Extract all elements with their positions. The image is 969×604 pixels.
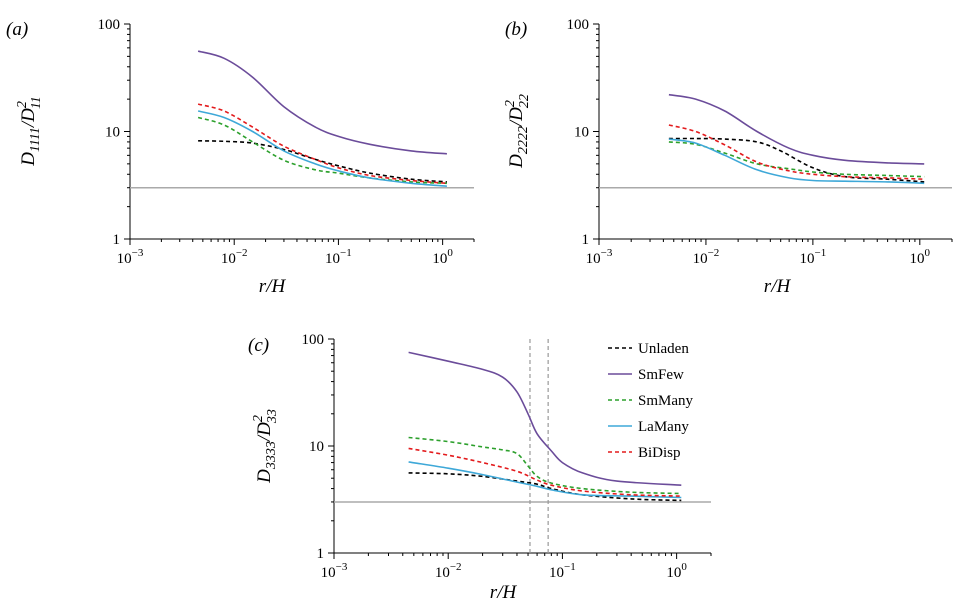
- series-line-bidisp: [408, 447, 682, 497]
- x-tick-label: 10−1: [325, 247, 352, 267]
- series-line-bidisp: [668, 124, 925, 180]
- legend-label-smmany: SmMany: [638, 393, 694, 409]
- series-line-lamany: [408, 461, 682, 499]
- chart-panel-3: 1 10 100 10−3 10−2 10−1 100 (c) r/H D3333/D233 Unl…: [248, 332, 712, 603]
- y-tick-label: 1: [317, 546, 325, 562]
- legend-label-smfew: SmFew: [638, 367, 684, 383]
- chart-panel-2: 1 10 100 10−3 10−2 10−1 100 (b) r/H D2222/D222: [503, 17, 953, 297]
- x-tick-label: 100: [666, 561, 687, 581]
- legend: Unladen SmFew SmMany LaMany BiDisp: [608, 341, 694, 461]
- series-line-smmany: [408, 436, 682, 495]
- series-line-bidisp: [197, 103, 447, 185]
- y-tick-label: 1: [113, 232, 121, 248]
- x-tick-label: 10−1: [549, 561, 576, 581]
- series-line-lamany: [668, 138, 925, 185]
- x-tick-label: 10−3: [321, 561, 348, 581]
- y-axis-label: D2222/D222: [503, 94, 532, 169]
- y-tick-label: 100: [567, 17, 590, 33]
- legend-label-bidisp: BiDisp: [638, 445, 681, 461]
- y-axis-label: D3333/D233: [251, 409, 280, 484]
- y-tick-label: 10: [574, 125, 589, 141]
- y-axis-label: D1111/D211: [15, 96, 44, 167]
- y-tick-label: 100: [302, 332, 325, 348]
- x-axis-label: r/H: [764, 276, 792, 297]
- y-tick-label: 100: [98, 17, 121, 33]
- chart-panel-1: 1 10 100 10−3 10−2 10−1 100 (a) r/H D1111/D211: [6, 17, 475, 297]
- series-line-smfew: [668, 93, 925, 165]
- x-tick-label: 10−3: [117, 247, 144, 267]
- series-line-unladen: [668, 137, 925, 183]
- y-tick-label: 10: [105, 125, 120, 141]
- panel-label: (a): [6, 19, 28, 40]
- x-tick-label: 100: [910, 247, 931, 267]
- y-tick-label: 1: [582, 232, 590, 248]
- x-axis-label: r/H: [259, 276, 287, 297]
- series-line-smfew: [408, 351, 682, 486]
- x-tick-label: 100: [432, 247, 453, 267]
- series-line-smmany: [197, 116, 447, 185]
- x-tick-label: 10−1: [800, 247, 827, 267]
- legend-label-unladen: Unladen: [638, 341, 689, 357]
- x-tick-label: 10−3: [586, 247, 613, 267]
- series-line-unladen: [198, 140, 447, 183]
- series-line-smfew: [197, 50, 447, 155]
- legend-label-lamany: LaMany: [638, 419, 689, 435]
- series-line-lamany: [197, 110, 447, 187]
- x-tick-label: 10−2: [693, 247, 720, 267]
- x-tick-label: 10−2: [221, 247, 248, 267]
- series-line-unladen: [408, 472, 682, 502]
- panel-label: (c): [248, 335, 269, 356]
- y-tick-label: 10: [309, 439, 324, 455]
- x-axis-label: r/H: [490, 582, 518, 603]
- panel-label: (b): [505, 19, 527, 40]
- x-tick-label: 10−2: [435, 561, 462, 581]
